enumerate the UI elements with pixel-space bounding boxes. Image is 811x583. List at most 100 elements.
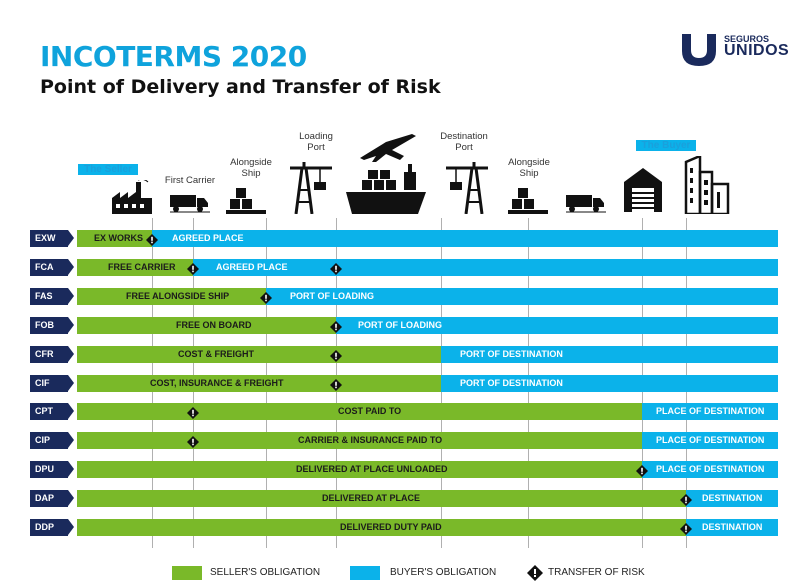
incoterm-code: DAP <box>30 490 68 507</box>
incoterm-row-fca: FCA FREE CARRIER AGREED PLACE <box>30 259 790 276</box>
code-arrow-icon <box>68 346 74 362</box>
incoterm-row-cif: CIF COST, INSURANCE & FREIGHT PORT OF DEST… <box>30 375 790 392</box>
seller-obligation-bar <box>77 519 686 536</box>
code-arrow-icon <box>68 432 74 448</box>
crane-icon-2 <box>446 162 488 214</box>
seller-obligation-label: FREE ALONGSIDE SHIP <box>126 291 230 301</box>
transfer-of-risk-icon <box>330 378 342 391</box>
legend-risk-label: TRANSFER OF RISK <box>548 567 645 578</box>
buyer-obligation-label: PORT OF LOADING <box>358 320 442 330</box>
seller-obligation-label: FREE CARRIER <box>108 262 176 272</box>
buildings-icon <box>684 156 730 214</box>
incoterm-row-ddp: DDP DELIVERED DUTY PAID DESTINATION <box>30 519 790 536</box>
logo-u-icon <box>682 34 716 66</box>
buyer-obligation-bar <box>266 288 778 305</box>
header-destination-port: Destination Port <box>440 131 488 153</box>
pallet-boxes-icon-1 <box>226 188 266 214</box>
buyer-obligation-label: AGREED PLACE <box>216 262 288 272</box>
code-arrow-icon <box>68 259 74 275</box>
transfer-of-risk-icon <box>187 435 199 448</box>
incoterm-code: CPT <box>30 403 68 420</box>
seller-obligation-label: COST PAID TO <box>338 406 402 416</box>
seller-obligation-bar <box>77 346 441 363</box>
code-arrow-icon <box>68 288 74 304</box>
buyer-obligation-label: PLACE OF DESTINATION <box>656 406 765 416</box>
factory-icon <box>112 180 152 214</box>
pallet-boxes-icon-2 <box>508 188 548 214</box>
incoterm-row-cip: CIP CARRIER & INSURANCE PAID TO PLACE OF D… <box>30 432 790 449</box>
code-arrow-icon <box>68 490 74 506</box>
seller-obligation-bar <box>77 375 441 392</box>
seller-obligation-bar <box>77 259 193 276</box>
transfer-of-risk-icon <box>636 464 648 477</box>
incoterm-code: CFR <box>30 346 68 363</box>
code-arrow-icon <box>68 375 74 391</box>
buyer-obligation-label: PLACE OF DESTINATION <box>656 464 765 474</box>
header-alongside-ship-2: Alongside Ship <box>508 157 550 179</box>
header-first-carrier: First Carrier <box>164 175 216 186</box>
buyer-obligation-bar <box>642 403 778 420</box>
seller-obligation-label: CARRIER & INSURANCE PAID TO <box>298 435 443 445</box>
header-seller: The Seller <box>78 164 138 175</box>
incoterm-row-dap: DAP DELIVERED AT PLACE DESTINATION <box>30 490 790 507</box>
header-alongside-ship-1: Alongside Ship <box>230 157 272 179</box>
seller-obligation-bar <box>77 288 266 305</box>
logo-text-seguros: SEGUROS <box>724 34 770 44</box>
seller-obligation-label: EX WORKS <box>94 233 144 243</box>
buyer-obligation-label: DESTINATION <box>702 522 763 532</box>
buyer-obligation-bar <box>642 432 778 449</box>
seller-obligation-bar <box>77 461 642 478</box>
logo-text-unidos: UNIDOS <box>724 42 790 59</box>
warehouse-icon <box>624 168 662 212</box>
legend-risk-icon <box>527 565 543 581</box>
transfer-of-risk-icon <box>187 262 199 275</box>
code-arrow-icon <box>68 519 74 535</box>
incoterm-code: FCA <box>30 259 68 276</box>
cargo-ship-icon <box>346 134 426 214</box>
incoterm-code: DDP <box>30 519 68 536</box>
incoterm-row-cfr: CFR COST & FREIGHT PORT OF DESTINATION <box>30 346 790 363</box>
incoterm-code: CIF <box>30 375 68 392</box>
buyer-obligation-label: PORT OF DESTINATION <box>460 349 563 359</box>
incoterm-code: CIP <box>30 432 68 449</box>
header-buyer: The Buyer <box>636 140 696 151</box>
transfer-of-risk-icon <box>330 349 342 362</box>
legend-buyer-swatch <box>350 566 380 580</box>
buyer-obligation-bar <box>441 346 778 363</box>
company-logo: SEGUROS UNIDOS <box>680 30 800 70</box>
seller-obligation-bar <box>77 317 336 334</box>
seller-obligation-label: COST & FREIGHT <box>178 349 254 359</box>
seller-obligation-bar <box>77 403 642 420</box>
code-arrow-icon <box>68 461 74 477</box>
buyer-obligation-bar <box>193 259 778 276</box>
seller-obligation-label: COST, INSURANCE & FREIGHT <box>150 378 284 388</box>
seller-obligation-bar <box>77 490 686 507</box>
page-title: INCOTERMS 2020 <box>40 40 307 73</box>
buyer-obligation-label: PLACE OF DESTINATION <box>656 435 765 445</box>
seller-obligation-label: DELIVERED AT PLACE UNLOADED <box>296 464 448 474</box>
code-arrow-icon <box>68 403 74 419</box>
incoterm-code: EXW <box>30 230 68 247</box>
buyer-obligation-label: PORT OF LOADING <box>290 291 374 301</box>
buyer-obligation-bar <box>686 490 778 507</box>
buyer-obligation-bar <box>336 317 778 334</box>
buyer-obligation-label: AGREED PLACE <box>172 233 244 243</box>
incoterm-code: FAS <box>30 288 68 305</box>
transfer-of-risk-icon <box>146 233 158 246</box>
buyer-obligation-label: DESTINATION <box>702 493 763 503</box>
seller-obligation-label: DELIVERED DUTY PAID <box>340 522 442 532</box>
incoterm-row-cpt: CPT COST PAID TO PLACE OF DESTINATION <box>30 403 790 420</box>
truck-icon-2 <box>566 195 606 213</box>
transfer-of-risk-icon <box>260 291 272 304</box>
incoterm-row-exw: EXW EX WORKS AGREED PLACE <box>30 230 790 247</box>
seller-obligation-label: DELIVERED AT PLACE <box>322 493 421 503</box>
transfer-of-risk-icon <box>330 320 342 333</box>
transfer-of-risk-icon <box>187 406 199 419</box>
page-subtitle: Point of Delivery and Transfer of Risk <box>40 76 441 98</box>
incoterm-code: FOB <box>30 317 68 334</box>
incoterm-row-dpu: DPU DELIVERED AT PLACE UNLOADED PLACE OF D… <box>30 461 790 478</box>
header-loading-port: Loading Port <box>299 131 333 153</box>
buyer-obligation-label: PORT OF DESTINATION <box>460 378 563 388</box>
incoterm-row-fob: FOB FREE ON BOARD PORT OF LOADING <box>30 317 790 334</box>
transfer-of-risk-icon <box>330 262 342 275</box>
